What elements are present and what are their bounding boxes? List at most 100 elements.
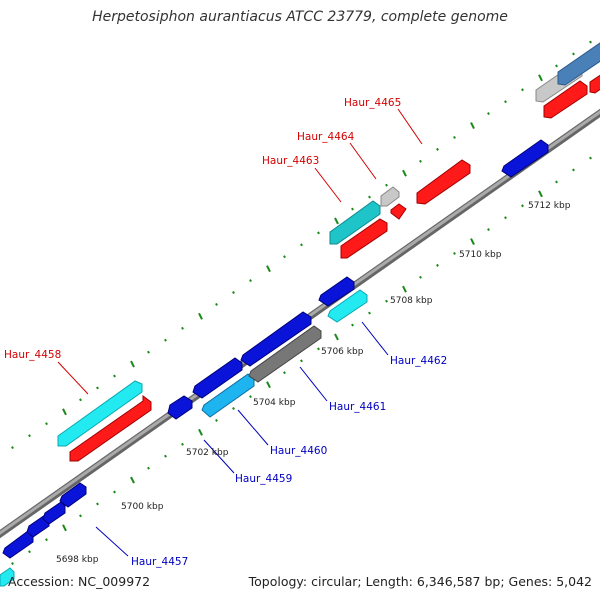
scale-tick (487, 112, 490, 116)
scale-tick (368, 195, 371, 199)
scale-tick (453, 252, 456, 255)
gene-far-right-red[interactable] (543, 80, 588, 119)
scale-tick (470, 122, 475, 129)
scale-tick (385, 183, 388, 187)
scale-tick (589, 40, 592, 44)
connector-haur-4460 (237, 409, 269, 446)
label-haur-4462[interactable]: Haur_4462 (390, 355, 447, 367)
gene-haur-4457-d[interactable] (59, 482, 87, 508)
connector-haur-4459 (203, 439, 235, 474)
scale-tick (96, 386, 99, 390)
scale-tick (419, 159, 422, 163)
scale-tick (45, 422, 48, 426)
gene-far-left-cyan[interactable] (0, 567, 15, 587)
scale-tick (28, 550, 31, 554)
scale-tick (164, 454, 167, 458)
scale-tick (266, 381, 271, 389)
scale-tick (351, 207, 354, 211)
scale-label-5702: 5702 kbp (186, 448, 229, 458)
gene-haur-4458-cyan[interactable] (57, 380, 143, 447)
gene-haur-4463-red[interactable] (340, 218, 388, 259)
gene-haur-4458-red[interactable] (69, 395, 152, 462)
scale-tick (453, 136, 456, 139)
scale-label-5710: 5710 kbp (459, 250, 502, 260)
scale-tick (147, 350, 150, 354)
map-title: Herpetosiphon aurantiacus ATCC 23779, co… (92, 9, 508, 25)
connector-haur-4462 (361, 321, 389, 356)
scale-label-5704: 5704 kbp (253, 398, 296, 408)
gene-haur-4460-blue[interactable] (192, 357, 243, 399)
label-haur-4457[interactable]: Haur_4457 (131, 556, 188, 568)
scale-tick (249, 395, 252, 399)
scale-tick (334, 333, 339, 341)
accession-text: Accession: NC_009972 (8, 574, 151, 589)
label-haur-4459[interactable]: Haur_4459 (235, 473, 292, 485)
gene-haur-4459-blue[interactable] (167, 395, 193, 420)
scale-tick (436, 147, 439, 151)
gene-haur-4463-teal[interactable] (329, 200, 381, 245)
scale-tick (181, 442, 184, 446)
connector-haur-4461 (299, 366, 328, 402)
gene-haur-4464-silver[interactable] (380, 186, 400, 207)
scale-labels: 5698 kbp 5700 kbp 5702 kbp 5704 kbp 5706… (56, 201, 571, 565)
gene-small-red[interactable] (390, 203, 407, 220)
scale-tick (521, 88, 524, 92)
scale-tick (402, 169, 407, 177)
scale-tick (79, 398, 82, 402)
gene-haur-4462-cyan[interactable] (327, 289, 368, 323)
scale-tick (317, 347, 320, 351)
scale-tick (572, 52, 575, 56)
gene-haur-4461-blue[interactable] (240, 311, 312, 367)
scale-tick (334, 217, 339, 225)
gene-haur-4465-red[interactable] (416, 159, 471, 205)
scale-tick (283, 255, 286, 259)
gene-haur-4457-a[interactable] (2, 530, 34, 559)
label-haur-4461[interactable]: Haur_4461 (329, 401, 386, 413)
scale-tick (232, 407, 235, 410)
connector-haur-4465 (397, 108, 423, 145)
connector-haur-4457 (95, 526, 129, 557)
connector-haur-4458 (57, 361, 89, 395)
scale-tick (164, 338, 167, 342)
scale-tick (402, 285, 407, 293)
scale-tick (232, 291, 235, 294)
scale-tick (266, 265, 271, 273)
scale-tick (283, 371, 286, 375)
scale-tick (113, 374, 116, 378)
scale-tick (436, 263, 439, 267)
label-haur-4460[interactable]: Haur_4460 (270, 445, 327, 457)
gene-labels: Haur_4465 Haur_4464 Haur_4463 Haur_4458 … (4, 97, 447, 568)
gene-right-blue[interactable] (501, 139, 549, 178)
scale-tick (317, 231, 320, 235)
label-haur-4465[interactable]: Haur_4465 (344, 97, 401, 109)
scale-tick (300, 359, 303, 363)
scale-tick (215, 302, 218, 306)
scale-tick (487, 228, 490, 232)
reverse-strand-genes (0, 139, 549, 587)
gene-haur-4462-blue[interactable] (318, 276, 355, 307)
scale-tick (555, 64, 558, 68)
gene-far-right-steel[interactable] (557, 42, 600, 86)
label-haur-4464[interactable]: Haur_4464 (297, 131, 355, 143)
label-connectors (57, 108, 423, 557)
scale-tick (198, 428, 203, 436)
scale-tick (45, 538, 48, 542)
scale-tick (368, 311, 371, 315)
scale-tick (215, 418, 218, 422)
scale-tick (28, 434, 31, 438)
forward-strand-genes (57, 42, 600, 462)
scale-tick (504, 216, 507, 220)
label-haur-4463[interactable]: Haur_4463 (262, 155, 319, 167)
scale-tick (62, 408, 67, 416)
label-haur-4458[interactable]: Haur_4458 (4, 349, 61, 361)
scale-tick (504, 100, 507, 104)
scale-tick (181, 326, 184, 330)
connector-haur-4464 (349, 142, 377, 180)
scale-tick (470, 238, 475, 245)
gene-haur-4461-grey[interactable] (248, 325, 322, 383)
scale-tick (130, 476, 135, 484)
scale-tick (385, 299, 388, 303)
gene-haur-4460-lightblue[interactable] (201, 373, 255, 418)
gene-far-right-red-2[interactable] (589, 72, 600, 94)
